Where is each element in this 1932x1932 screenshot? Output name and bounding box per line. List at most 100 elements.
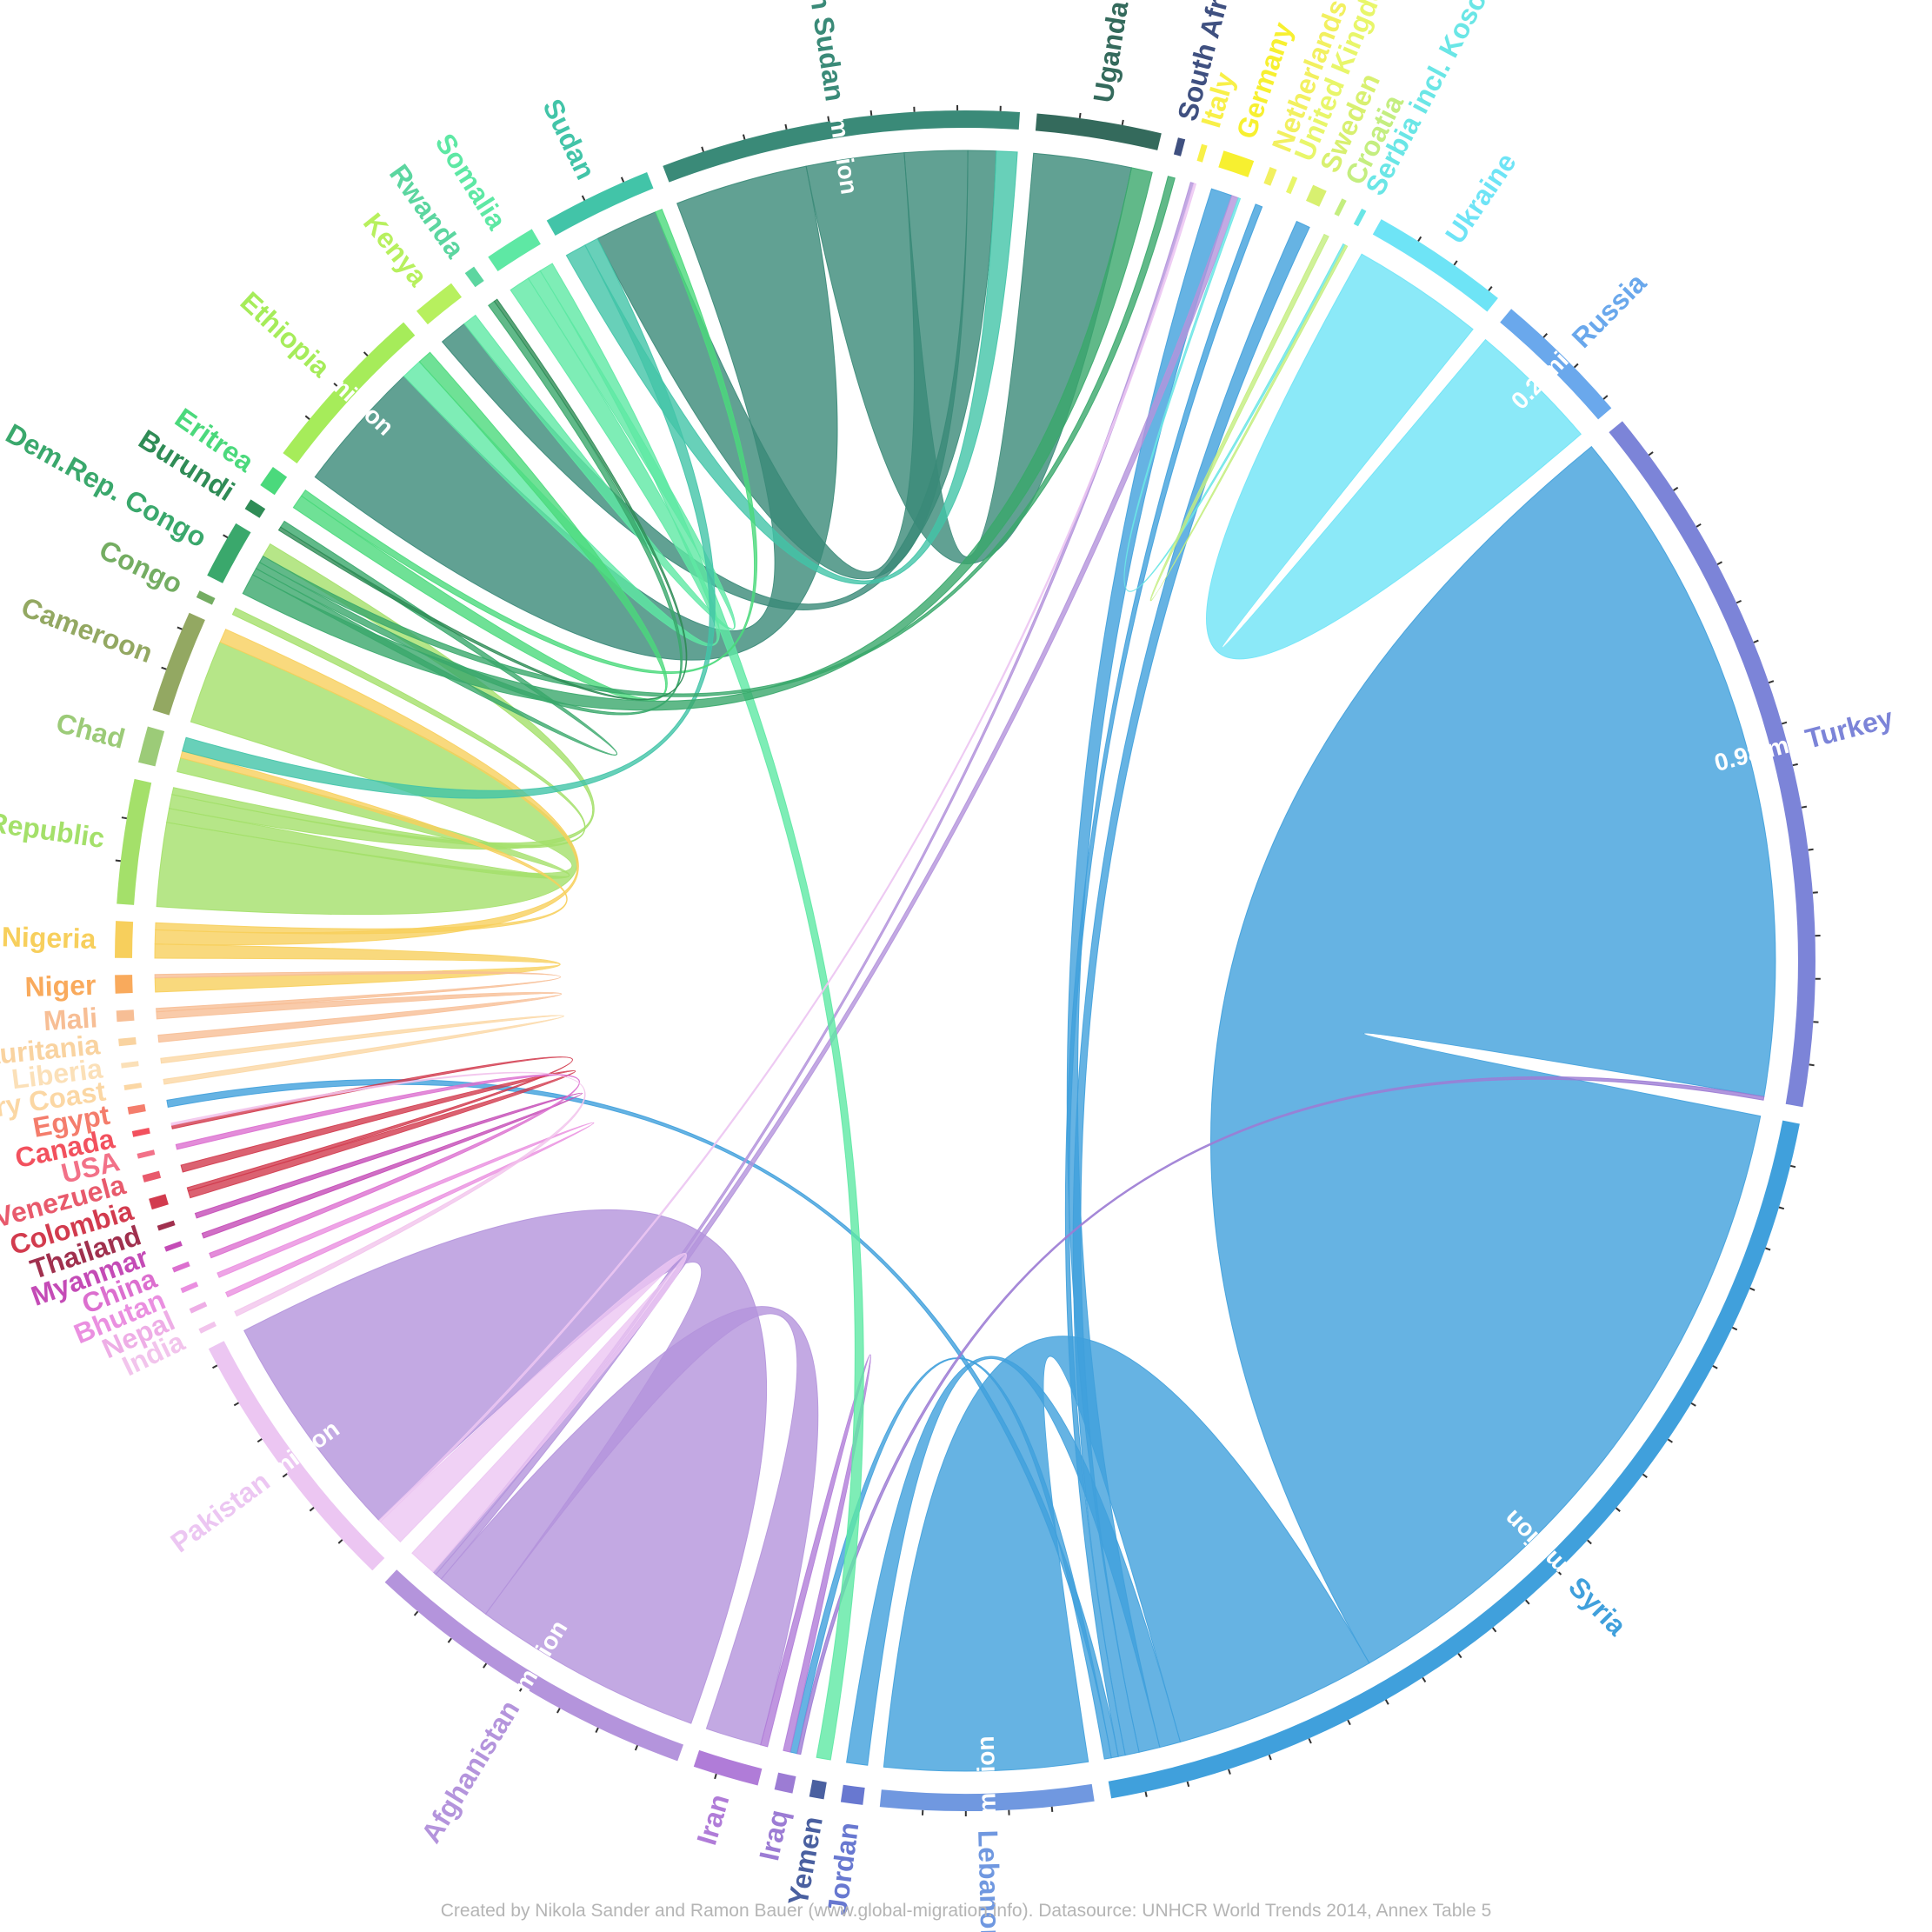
- scale-tick: [212, 1364, 218, 1369]
- ribbon-south-sudan-to-kenya: [441, 150, 997, 610]
- label-south-sudan: South Sudan: [795, 0, 851, 103]
- arc-burundi: [244, 499, 266, 518]
- scale-tick: [1587, 1539, 1592, 1545]
- ribbon-croatia-to-serbia-incl-kosovo: [1149, 233, 1349, 602]
- ribbon-eritrea-to-sudan: [300, 209, 758, 674]
- label-cameroon: Cameroon: [17, 591, 157, 669]
- arc-chad: [138, 726, 165, 767]
- arc-sudan: [546, 172, 654, 236]
- ribbon-pakistan-to-italy: [378, 183, 1197, 1522]
- ribbon-burundi-to-rwanda: [277, 298, 688, 701]
- scale-tick: [1716, 561, 1722, 565]
- scale-tick: [1556, 1570, 1562, 1576]
- scale-tick: [1347, 1719, 1351, 1726]
- arc-congo: [196, 590, 216, 605]
- scale-tick: [1753, 639, 1759, 643]
- scale-tick: [363, 351, 369, 356]
- arc-serbia-incl-kosovo: [1353, 208, 1367, 227]
- scale-tick: [309, 1507, 315, 1512]
- arc-ethiopia: [283, 322, 416, 463]
- label-niger: Niger: [24, 969, 97, 1003]
- scale-tick: [714, 1773, 717, 1780]
- scale-tick: [223, 534, 229, 539]
- arc-cameroon: [152, 612, 205, 716]
- arc-dem-rep-congo: [207, 523, 251, 583]
- label-uganda: Uganda: [1087, 0, 1134, 104]
- scale-tick: [413, 1610, 419, 1616]
- ribbon-ivory-coast-to-liberia: [160, 1015, 564, 1085]
- scale-tick: [701, 146, 704, 152]
- ribbon-serbia-incl-kosovo-to-germany: [1123, 197, 1346, 592]
- scale-tick: [1735, 599, 1742, 604]
- arc-jordan: [840, 1784, 865, 1805]
- scale-tick: [556, 1708, 561, 1714]
- scale-tick: [742, 134, 746, 140]
- scale-tick: [1615, 1507, 1621, 1512]
- scale-tick: [1268, 1755, 1272, 1761]
- arc-somalia: [488, 229, 541, 271]
- scale-tick: [1542, 333, 1549, 338]
- arc-ukraine: [1372, 219, 1498, 312]
- scale-tick: [1050, 1806, 1054, 1812]
- arc-usa: [137, 1149, 156, 1159]
- label-syria: Syria: [1562, 1571, 1633, 1642]
- arc-nepal: [189, 1302, 208, 1314]
- scale-tick: [282, 1473, 288, 1478]
- arc-central-african-republic: [117, 778, 152, 905]
- label-afghanistan: Afghanistan: [415, 1695, 525, 1849]
- arc-iran: [693, 1749, 763, 1786]
- arc-mali: [116, 1009, 135, 1023]
- scale-tick: [1144, 1791, 1148, 1797]
- scale-tick: [1228, 1769, 1231, 1775]
- ribbon-myanmar-to-thailand: [194, 1092, 583, 1239]
- ribbon-nigeria-to-cameroon: [154, 629, 579, 946]
- ribbon-dem-rep-congo-to-uganda: [242, 167, 1153, 711]
- arc-sweden: [1306, 184, 1327, 207]
- ribbon-syria-to-sweden: [1072, 220, 1310, 1756]
- ribbon-bhutan-to-nepal: [217, 1122, 595, 1298]
- arc-bhutan: [180, 1282, 199, 1294]
- arc-myanmar: [164, 1241, 183, 1252]
- scale-tick: [337, 1539, 343, 1544]
- scale-tick: [1492, 1627, 1497, 1633]
- arc-canada: [131, 1128, 150, 1137]
- ribbon-mali-to-niger: [154, 970, 561, 1013]
- scale-tick: [483, 1662, 488, 1669]
- scale-tick: [1186, 1781, 1190, 1788]
- arc-pakistan: [208, 1341, 385, 1571]
- scale-tick: [827, 116, 830, 122]
- label-ukraine: Ukraine: [1439, 147, 1522, 249]
- label-chad: Chad: [53, 707, 129, 755]
- scale-tick: [1712, 1365, 1718, 1369]
- arc-mauritania: [118, 1036, 137, 1047]
- label-lebanon: Lebanon: [972, 1829, 1006, 1932]
- scale-tick: [1801, 805, 1808, 809]
- arc-niger: [115, 975, 133, 994]
- arc-uganda: [1035, 113, 1162, 150]
- scale-tick: [581, 195, 586, 201]
- ribbon-afghanistan-to-italy: [432, 182, 1195, 1576]
- arc-united-kingdom: [1286, 176, 1298, 195]
- ribbon-pakistan-to-afghanistan: [379, 1252, 688, 1573]
- scale-tick: [1809, 1063, 1815, 1067]
- label-ethiopia: Ethiopia: [235, 285, 336, 383]
- ribbon-ukraine-to-russia: [1206, 253, 1582, 660]
- scale-tick: [333, 383, 339, 388]
- arc-india: [198, 1321, 217, 1334]
- scale-tick: [1765, 1247, 1771, 1251]
- scale-tick: [1308, 1738, 1312, 1744]
- scale-tick: [1488, 285, 1493, 291]
- arc-iraq: [774, 1772, 796, 1794]
- label-pakistan: Pakistan: [164, 1465, 275, 1558]
- arc-croatia: [1334, 198, 1347, 217]
- arc-thailand: [157, 1220, 176, 1231]
- ribbon-somalia-to-kenya: [463, 270, 736, 630]
- arc-south-sudan: [663, 110, 1020, 183]
- scale-tick: [634, 1745, 639, 1751]
- scale-tick: [1457, 1653, 1462, 1659]
- value-label-lebanon: 0.29 million: [972, 1735, 1003, 1869]
- scale-tick: [161, 666, 167, 670]
- scale-tick: [1384, 1699, 1389, 1705]
